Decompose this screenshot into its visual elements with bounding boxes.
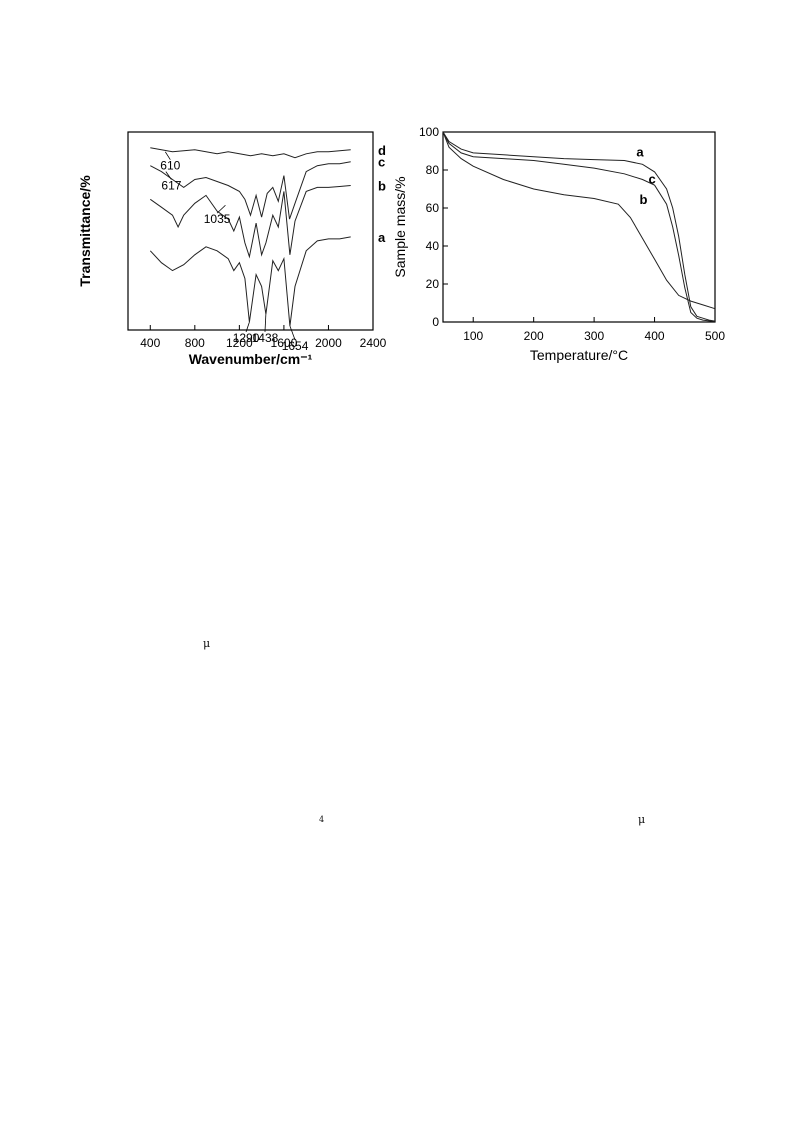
tga-chart: 100 200 300 400 500 0 20 40 60 80 100 Temperature/°… <box>392 125 725 363</box>
annotation-pointer <box>216 204 226 214</box>
series-label-a: a <box>636 145 644 160</box>
y-axis-label: Sample mass/% <box>392 176 408 277</box>
ftir-chart: 400 800 1200 1600 2000 2400 Wavenumber/cm⁻¹ Tra… <box>77 131 387 367</box>
annotation-pointer <box>164 151 171 160</box>
y-axis-label: Transmittance/% <box>77 175 93 287</box>
series-line-c <box>150 161 351 220</box>
mu-glyph-2: μ <box>638 813 646 826</box>
mu-glyph-1: μ <box>203 637 211 650</box>
plot-frame <box>127 131 374 331</box>
annotation-pointer <box>264 314 267 332</box>
x-tick-label: 100 <box>463 329 483 343</box>
series-line-a <box>149 236 351 327</box>
y-tick-label: 60 <box>426 201 440 215</box>
superscript-four: 4 <box>319 815 325 824</box>
series-label-b: b <box>639 192 647 207</box>
series-label-c: c <box>649 171 656 186</box>
x-tick-label: 800 <box>185 336 205 350</box>
y-tick-label: 80 <box>426 163 440 177</box>
annotation-pointer <box>165 171 172 180</box>
series-label-c: c <box>378 155 385 170</box>
y-tick-label: 20 <box>426 277 440 291</box>
y-tick-label: 40 <box>426 239 440 253</box>
x-tick-label: 1200 <box>226 336 253 350</box>
peak-annotation: 610 <box>160 159 180 173</box>
series-line-d <box>150 147 351 159</box>
x-tick-label: 300 <box>584 329 604 343</box>
series-label-d: d <box>378 143 386 158</box>
peak-annotation: 617 <box>161 178 181 192</box>
series-label-b: b <box>378 178 386 193</box>
x-tick-label: 1600 <box>271 336 298 350</box>
peak-annotation: 1290 <box>233 331 260 345</box>
x-tick-label: 2000 <box>315 336 342 350</box>
series-line-b <box>150 185 351 259</box>
annotation-pointer <box>245 321 250 333</box>
x-tick-label: 400 <box>140 336 160 350</box>
series-line-b <box>442 131 716 310</box>
x-tick-label: 200 <box>524 329 544 343</box>
x-axis-label: Wavenumber/cm⁻¹ <box>189 351 313 367</box>
x-axis-label: Temperature/°C <box>530 347 628 363</box>
peak-annotation: 1438 <box>252 331 279 345</box>
y-tick-label: 0 <box>432 315 439 329</box>
peak-annotation: 1035 <box>204 212 231 226</box>
x-tick-label: 500 <box>705 329 725 343</box>
x-tick-label: 400 <box>645 329 665 343</box>
plot-frame <box>442 131 716 323</box>
series-line-c <box>442 131 716 322</box>
series-label-a: a <box>378 230 386 245</box>
series-line-a <box>442 131 716 322</box>
annotation-pointer <box>289 325 296 340</box>
peak-annotation: 1654 <box>282 339 309 353</box>
x-tick-label: 2400 <box>360 336 387 350</box>
y-tick-label: 100 <box>419 125 439 139</box>
